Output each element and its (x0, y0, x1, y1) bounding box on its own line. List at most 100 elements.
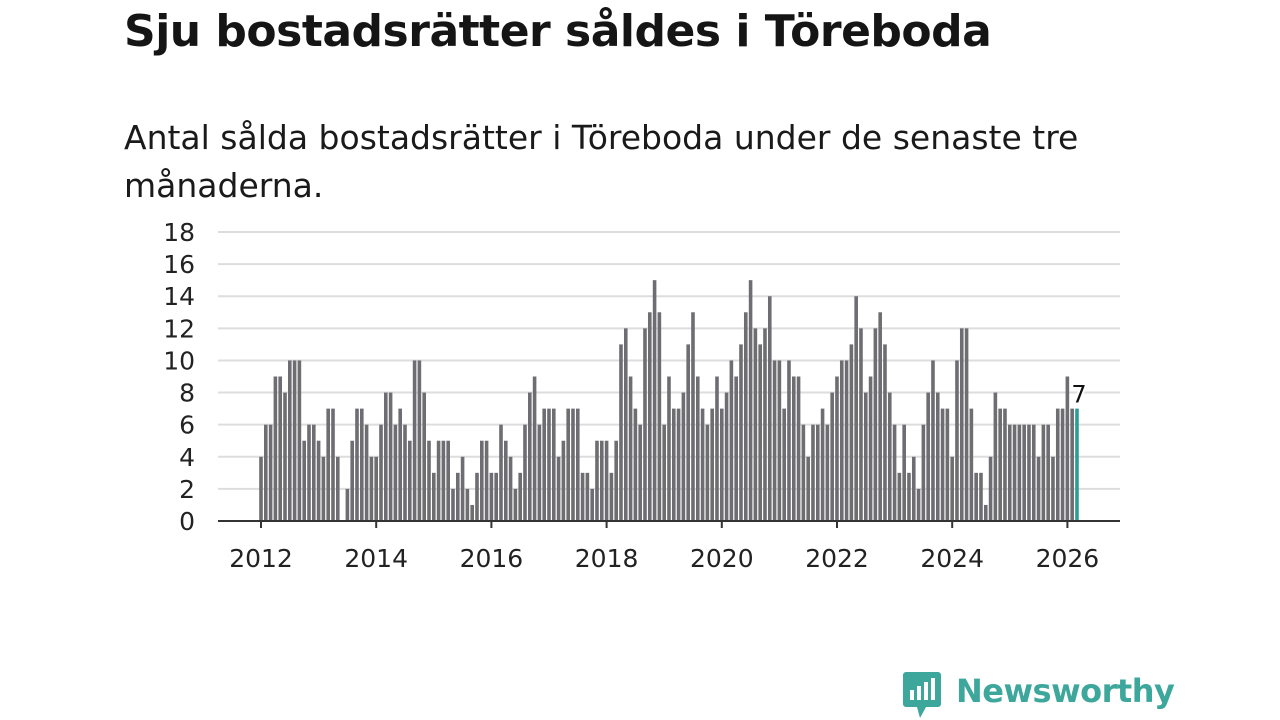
bar (806, 456, 810, 521)
chart-bubble-icon (903, 672, 941, 718)
bar (273, 376, 278, 521)
bar (1031, 424, 1036, 521)
bar (278, 376, 282, 521)
bar (935, 392, 940, 521)
bar (604, 440, 609, 521)
bar (532, 376, 537, 521)
bar (431, 472, 436, 521)
bar (1055, 408, 1060, 521)
x-axis-ticks: 2012 2014 2016 2018 2020 2022 2024 2026 (229, 521, 1099, 573)
bar (542, 408, 546, 521)
bar (743, 312, 748, 521)
bar (331, 408, 335, 521)
bar (335, 456, 340, 521)
bar (1036, 456, 1041, 521)
y-tick-label: 0 (179, 507, 195, 536)
bar (667, 376, 671, 521)
bar (748, 280, 753, 521)
bar (959, 328, 964, 521)
bar (326, 408, 330, 521)
bar (417, 360, 422, 521)
bar (1051, 456, 1055, 521)
bar (916, 488, 921, 521)
bar (561, 440, 566, 521)
bar (633, 408, 638, 521)
bar (643, 328, 647, 521)
bar (307, 424, 311, 521)
bar (1046, 424, 1050, 521)
bar (287, 360, 292, 521)
bar (359, 408, 364, 521)
bar (739, 344, 743, 521)
bar (988, 456, 993, 521)
bar (657, 312, 662, 521)
bar (388, 392, 393, 521)
bar (955, 360, 959, 521)
bar (1012, 424, 1017, 521)
bar (993, 392, 998, 521)
bar (1022, 424, 1026, 521)
bar (585, 472, 590, 521)
bar (460, 456, 465, 521)
bar (350, 440, 354, 521)
bar (580, 472, 585, 521)
bar (844, 360, 849, 521)
bar (628, 376, 633, 521)
bar (911, 456, 916, 521)
bar (830, 392, 834, 521)
bar (369, 456, 374, 521)
bar (446, 440, 450, 521)
bar (950, 456, 954, 521)
bar (787, 360, 791, 521)
newsworthy-logo: Newsworthy (902, 670, 1175, 720)
bar (921, 424, 926, 521)
y-tick-label: 12 (163, 314, 195, 343)
bar (907, 472, 911, 521)
bar (1041, 424, 1046, 521)
bar (835, 376, 839, 521)
bar (863, 392, 868, 521)
bar (734, 376, 738, 521)
bar (791, 376, 796, 521)
bar (652, 280, 657, 521)
x-tick-label: 2012 (229, 544, 293, 573)
bar (676, 408, 681, 521)
bar (801, 424, 806, 521)
y-tick-label: 6 (179, 411, 195, 440)
bar (427, 440, 431, 521)
x-tick-label: 2024 (920, 544, 984, 573)
bar (345, 488, 350, 521)
bar (479, 440, 484, 521)
bar (259, 456, 263, 521)
bar (619, 344, 623, 521)
x-tick-label: 2018 (575, 544, 639, 573)
bar (609, 472, 614, 521)
bar (681, 392, 686, 521)
bar (767, 296, 772, 521)
bar (695, 376, 700, 521)
bar (878, 312, 882, 521)
bar (763, 328, 767, 521)
y-tick-label: 8 (179, 379, 195, 408)
bar (782, 408, 786, 521)
highlight-value-label: 7 (1071, 381, 1086, 409)
bar (662, 424, 666, 521)
bar (729, 360, 734, 521)
bar (940, 408, 945, 521)
bar (1065, 376, 1070, 521)
bar (465, 488, 470, 521)
bar (489, 472, 494, 521)
y-tick-label: 10 (163, 346, 195, 375)
chart-subtitle: Antal sålda bostadsrätter i Töreboda und… (124, 118, 1079, 205)
bar (868, 376, 873, 521)
bar (316, 440, 321, 521)
bar (503, 440, 508, 521)
bar (311, 424, 316, 521)
bar (719, 408, 724, 521)
bar (547, 408, 551, 521)
bar (897, 472, 902, 521)
bar (758, 344, 762, 521)
bar (964, 328, 969, 521)
bar (686, 344, 690, 521)
y-tick-label: 18 (163, 218, 195, 247)
